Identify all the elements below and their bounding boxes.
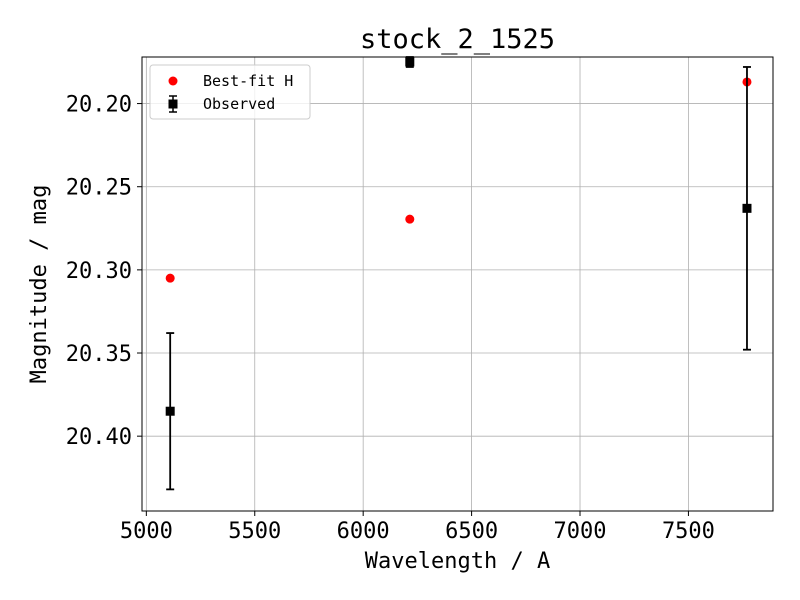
legend: Best-fit H Observed: [149, 64, 311, 120]
x-tick-label: 7000: [554, 519, 607, 544]
legend-label-best-fit: Best-fit H: [203, 72, 293, 90]
y-tick-label: 20.25: [66, 176, 132, 201]
plot-frame: [141, 56, 774, 512]
y-axis-title: Magnitude / mag: [27, 185, 52, 384]
legend-marker-observed: [168, 99, 178, 109]
x-tick-label: 5500: [228, 519, 281, 544]
x-axis-title: Wavelength / A: [365, 549, 550, 574]
y-tick-label: 20.30: [66, 259, 132, 284]
observed-point: [742, 203, 752, 213]
x-tick-label: 5000: [120, 519, 173, 544]
observed-point: [405, 57, 415, 67]
y-tick-label: 20.40: [66, 425, 132, 450]
legend-label-observed: Observed: [203, 95, 275, 113]
x-tick-label: 6000: [337, 519, 390, 544]
chart-title: stock_2_1525: [360, 24, 555, 55]
x-tick-label: 7500: [662, 519, 715, 544]
y-tick-label: 20.20: [66, 93, 132, 118]
x-tick-label: 6500: [445, 519, 498, 544]
axis-ticks: 5000 5500 6000 6500 7000 7500 20.20 20.25 20.30 2…: [66, 93, 715, 544]
best-fit-point: [165, 273, 175, 283]
plot-area: [165, 56, 752, 491]
observed-point: [165, 406, 175, 416]
y-tick-label: 20.35: [66, 342, 132, 367]
best-fit-point: [405, 214, 415, 224]
legend-marker-best-fit: [168, 76, 178, 86]
legend-box: [149, 64, 311, 120]
